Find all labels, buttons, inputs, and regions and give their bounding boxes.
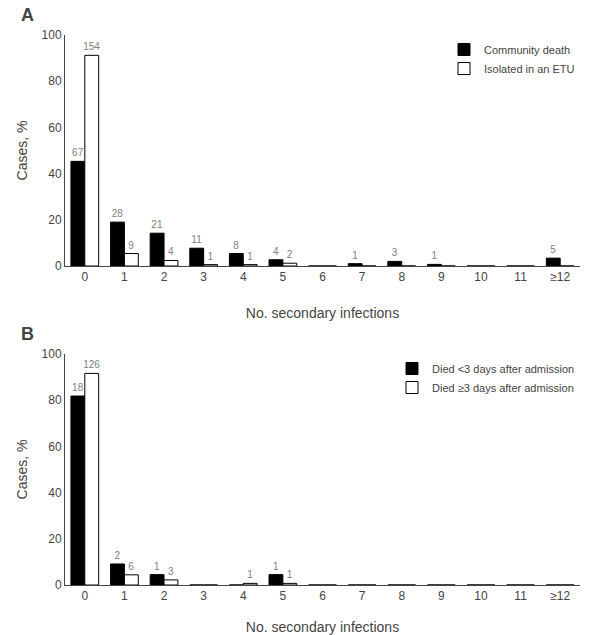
svg-text:9: 9 [438,270,445,284]
svg-text:1: 1 [154,561,160,572]
svg-text:80: 80 [48,74,62,88]
svg-text:1: 1 [352,250,358,261]
svg-text:28: 28 [112,208,124,219]
svg-text:2: 2 [287,249,293,260]
svg-text:Cases, %: Cases, % [14,121,30,181]
svg-text:40: 40 [48,167,62,181]
svg-text:Died <3 days after admission: Died <3 days after admission [432,363,574,375]
svg-text:Community death: Community death [484,44,570,56]
svg-text:3: 3 [200,589,207,603]
svg-text:21: 21 [151,219,163,230]
svg-text:6: 6 [128,561,134,572]
svg-text:100: 100 [42,28,62,42]
svg-text:3: 3 [200,270,207,284]
svg-text:40: 40 [48,486,62,500]
svg-text:60: 60 [48,440,62,454]
svg-text:6: 6 [319,589,326,603]
svg-text:11: 11 [514,270,527,284]
svg-text:67: 67 [72,147,84,158]
svg-text:20: 20 [48,213,62,227]
svg-text:8: 8 [398,270,405,284]
svg-text:≥12: ≥12 [550,270,570,284]
svg-text:2: 2 [114,550,120,561]
svg-text:3: 3 [168,566,174,577]
svg-text:4: 4 [240,589,247,603]
svg-text:No. secondary infections: No. secondary infections [246,619,399,635]
svg-text:1: 1 [431,250,437,261]
svg-text:8: 8 [233,240,239,251]
svg-text:60: 60 [48,121,62,135]
svg-text:4: 4 [168,246,174,257]
svg-text:3: 3 [392,247,398,258]
svg-text:1: 1 [121,270,128,284]
svg-text:0: 0 [55,259,62,273]
svg-text:11: 11 [191,234,202,245]
svg-text:2: 2 [161,270,168,284]
svg-text:11: 11 [514,589,527,603]
svg-text:7: 7 [359,589,366,603]
svg-text:1: 1 [287,569,293,580]
svg-text:1: 1 [247,569,253,580]
svg-text:1: 1 [121,589,128,603]
svg-text:Cases, %: Cases, % [14,440,30,500]
svg-text:1: 1 [273,561,279,572]
svg-text:5: 5 [550,244,556,255]
svg-text:0: 0 [81,589,88,603]
svg-text:126: 126 [83,359,100,370]
svg-text:0: 0 [81,270,88,284]
svg-text:5: 5 [280,589,287,603]
svg-text:4: 4 [273,246,279,257]
svg-text:9: 9 [128,240,134,251]
svg-text:B: B [21,324,34,344]
svg-text:2: 2 [161,589,168,603]
svg-text:18: 18 [72,382,84,393]
svg-text:100: 100 [42,347,62,361]
svg-text:≥12: ≥12 [550,589,570,603]
svg-text:10: 10 [474,270,488,284]
svg-text:1: 1 [247,251,253,262]
svg-text:9: 9 [438,589,445,603]
svg-text:5: 5 [280,270,287,284]
svg-text:80: 80 [48,393,62,407]
svg-text:8: 8 [398,589,405,603]
svg-text:0: 0 [55,578,62,592]
svg-text:No. secondary infections: No. secondary infections [246,305,399,321]
svg-text:4: 4 [240,270,247,284]
svg-text:Isolated in an ETU: Isolated in an ETU [484,63,575,75]
svg-text:1: 1 [208,251,214,262]
svg-text:154: 154 [83,41,100,52]
svg-text:7: 7 [359,270,366,284]
svg-text:10: 10 [474,589,488,603]
svg-text:20: 20 [48,532,62,546]
svg-text:Died ≥3 days after admission: Died ≥3 days after admission [432,382,574,394]
svg-text:6: 6 [319,270,326,284]
svg-text:A: A [21,5,34,25]
